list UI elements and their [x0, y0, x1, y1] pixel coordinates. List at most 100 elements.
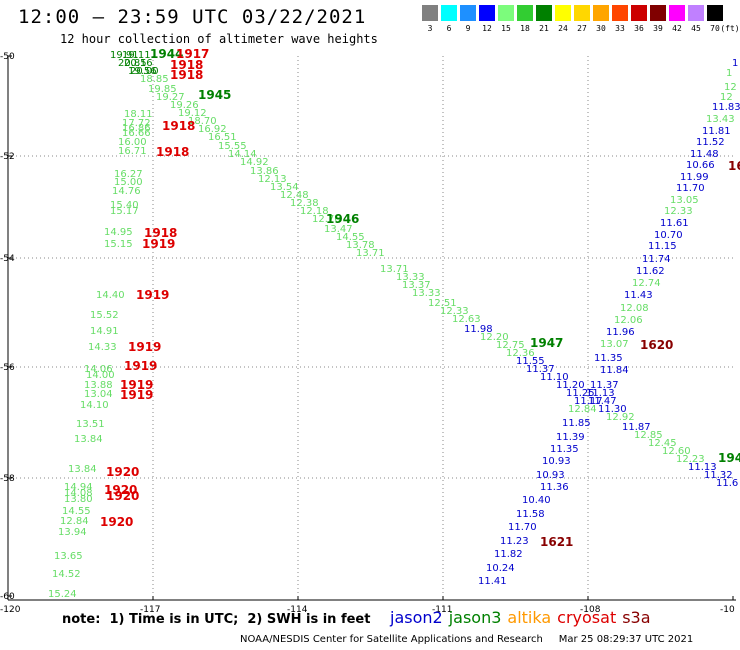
swh-value: 11.13 [688, 462, 717, 473]
swh-value: 12 [724, 82, 737, 93]
pass-time: 1920 [100, 515, 133, 529]
pass-time: 1945 [198, 88, 231, 102]
swh-value: 16.66 [122, 128, 151, 139]
grid-lines [8, 56, 736, 600]
swh-value: 12.63 [452, 314, 481, 325]
swh-value: 11.10 [540, 372, 569, 383]
pass-time: 1919 [136, 288, 169, 302]
swh-value: 20.85 [118, 58, 147, 69]
pass-time: 1920 [104, 483, 137, 497]
swh-value: 10.93 [536, 470, 565, 481]
swh-value: 13.78 [346, 240, 375, 251]
swh-value: 14.76 [112, 186, 141, 197]
swh-value: 11.47 [588, 396, 617, 407]
swh-value: 16.00 [118, 137, 147, 148]
swh-value: 11.35 [594, 353, 623, 364]
swh-value: 13.07 [600, 339, 629, 350]
pass-time: 1919 [124, 359, 157, 373]
pass-time: 1918 [144, 226, 177, 240]
swh-value: 13.04 [84, 389, 113, 400]
swh-value: 15.00 [114, 177, 143, 188]
pass-time: 1920 [106, 489, 139, 503]
legend-swatch [669, 5, 685, 21]
swh-value: 1 [726, 68, 732, 79]
lon-tick-label: -117 [140, 605, 160, 615]
swh-value: 11.13 [586, 388, 615, 399]
swh-value: 11.61 [660, 218, 689, 229]
swh-value: 14.92 [240, 157, 269, 168]
swh-value: 11.39 [556, 432, 585, 443]
legend-label: 21 [539, 24, 549, 33]
swh-value: 13.33 [412, 288, 441, 299]
swh-value: 12 [720, 92, 733, 103]
swh-value: 11.20 [556, 380, 585, 391]
legend-label: 27 [577, 24, 587, 33]
pass-time: 1919 [128, 340, 161, 354]
swh-value: 12.18 [300, 206, 329, 217]
swh-value: 11.62 [636, 266, 665, 277]
swh-value: 12.33 [664, 206, 693, 217]
legend-label: 42 [672, 24, 682, 33]
swh-value: 13.86 [250, 166, 279, 177]
swh-value: 19.11 [122, 50, 151, 61]
swh-value: 19.12 [178, 108, 207, 119]
lat-tick-label: -58 [0, 474, 15, 484]
swh-value: 14.91 [90, 326, 119, 337]
swh-value: 20.00 [130, 66, 159, 77]
swh-value: 13.84 [68, 464, 97, 475]
swh-value: 11.52 [696, 137, 725, 148]
lat-tick-label: -50 [0, 52, 15, 62]
legend-label: 39 [653, 24, 663, 33]
swh-value: 12.74 [632, 278, 661, 289]
swh-value: 13.65 [54, 551, 83, 562]
swh-value: 12.75 [496, 340, 525, 351]
swh-value: 16.71 [118, 146, 147, 157]
swh-value: 14.06 [84, 364, 113, 375]
swh-value: 11.84 [600, 365, 629, 376]
swh-value: 14.00 [86, 370, 115, 381]
swh-value: 13.43 [706, 114, 735, 125]
legend-swatch [441, 5, 457, 21]
swh-value: 13.71 [380, 264, 409, 275]
swh-value: 11.6 [716, 478, 738, 489]
swh-value: 13.94 [58, 527, 87, 538]
swh-value: 17.72 [122, 118, 151, 129]
pass-time: 16 [728, 159, 740, 173]
lat-tick-label: -60 [0, 592, 15, 602]
swh-value: 11.82 [494, 549, 523, 560]
swh-value: 12.45 [648, 438, 677, 449]
pass-time: 1947 [530, 336, 563, 350]
lon-tick-label: -114 [287, 605, 308, 615]
satellite-cryosat: cryosat [557, 608, 617, 627]
satellite-jason3: jason3 [448, 608, 502, 627]
footer-credit: NOAA/NESDIS Center for Satellite Applica… [240, 634, 694, 645]
lat-tick-label: -56 [0, 363, 15, 373]
swh-value: 14.94 [64, 482, 93, 493]
legend-swatch [631, 5, 647, 21]
swh-value: 11.81 [702, 126, 731, 137]
swh-value: 12.60 [662, 446, 691, 457]
swh-value: 11.87 [622, 422, 651, 433]
pass-time: 1621 [540, 535, 573, 549]
satellite-altika: altika [507, 608, 552, 627]
swh-value: 11.98 [464, 324, 493, 335]
pass-time: 1917 [176, 47, 209, 61]
pass-time: 1919 [120, 378, 153, 392]
swh-value: 11.48 [690, 149, 719, 160]
note-text: note: 1) Time is in UTC; 2) SWH is in fe… [62, 612, 371, 627]
swh-value: 12.92 [606, 412, 635, 423]
swh-value: 12.84 [60, 516, 89, 527]
legend-label: 12 [482, 24, 492, 33]
swh-value: 16.27 [114, 169, 143, 180]
swh-value: 10.24 [486, 563, 515, 574]
legend-swatch [707, 5, 723, 21]
legend-label: 3 [427, 24, 433, 33]
swh-value: 15.24 [48, 589, 77, 600]
legend-label: 33 [615, 24, 625, 33]
legend-swatch [555, 5, 571, 21]
lat-tick-label: -52 [0, 152, 15, 162]
swh-value: 11.58 [516, 509, 545, 520]
swh-value: 11.23 [500, 536, 529, 547]
swh-value: 11.41 [478, 576, 507, 587]
swh-value: 12.85 [634, 430, 663, 441]
